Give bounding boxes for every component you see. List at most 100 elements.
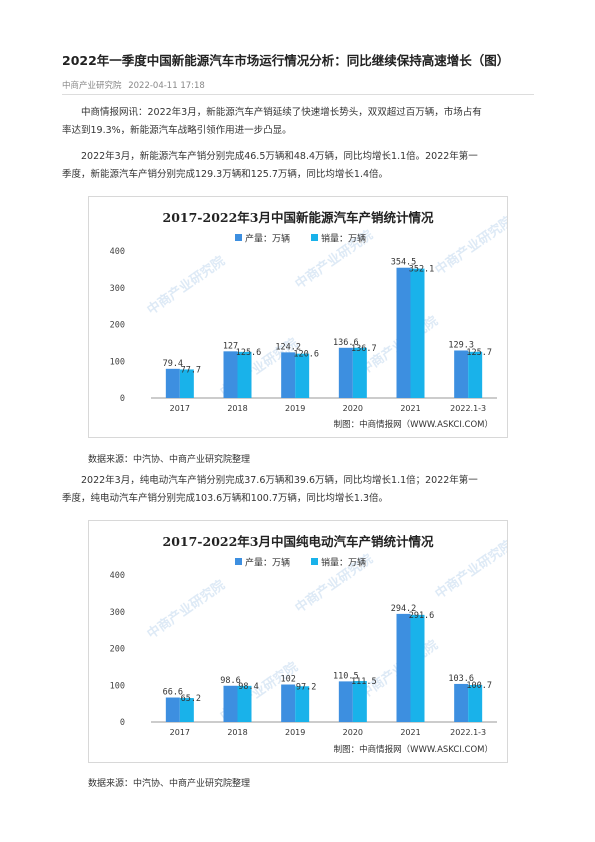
watermark-text: 中商产业研究院 <box>144 577 228 642</box>
bar <box>281 684 296 722</box>
y-tick-label: 100 <box>110 681 125 691</box>
watermark-text: 中商产业研究院 <box>432 537 507 602</box>
data-label: 136.7 <box>351 344 377 354</box>
watermark-text: 中商产业研究院 <box>144 253 228 318</box>
x-tick-label: 2021 <box>400 404 420 413</box>
y-tick-label: 400 <box>110 571 125 581</box>
article-source-name[interactable]: 中商产业研究院 <box>62 81 122 91</box>
x-tick-label: 2019 <box>285 728 305 737</box>
bar <box>165 368 180 398</box>
legend-label: 产量：万辆 <box>245 557 290 569</box>
data-label: 110.5 <box>333 671 359 681</box>
legend-label: 产量：万辆 <box>245 233 290 245</box>
data-label: 79.4 <box>163 359 183 369</box>
paragraph-bev-summary: 2022年3月，纯电动汽车产销分别完成37.6万辆和39.6万辆，同比均增长1.… <box>62 472 534 507</box>
x-tick-label: 2017 <box>170 404 190 413</box>
bar <box>281 352 296 398</box>
paragraph-line: 季度，新能源汽车产销分别完成129.3万辆和125.7万辆，同比均增长1.4倍。 <box>62 168 389 180</box>
paragraph-intro: 中商情报网讯：2022年3月，新能源汽车产销延续了快速增长势头，双双超过百万辆，… <box>62 104 534 139</box>
y-tick-label: 300 <box>110 284 125 294</box>
paragraph-line: 2022年3月，纯电动汽车产销分别完成37.6万辆和39.6万辆，同比均增长1.… <box>81 475 478 486</box>
article-date: 2022-04-11 17:18 <box>128 81 205 91</box>
y-tick-label: 400 <box>110 247 125 257</box>
data-label: 136.6 <box>333 338 359 348</box>
data-label: 100.7 <box>466 681 492 691</box>
y-tick-label: 0 <box>120 718 125 728</box>
data-label: 352.1 <box>409 265 435 275</box>
data-label: 66.6 <box>163 688 183 698</box>
data-label: 127 <box>223 341 238 351</box>
chart-nev-production-sales: 中商产业研究院中商产业研究院中商产业研究院中商产业研究院中商产业研究院2017-… <box>88 196 508 438</box>
paragraph-line: 中商情报网讯：2022年3月，新能源汽车产销延续了快速增长势头，双双超过百万辆，… <box>81 107 482 118</box>
y-tick-label: 100 <box>110 357 125 367</box>
paragraph-line: 季度，纯电动汽车产销分别完成103.6万辆和100.7万辆，同比均增长1.3倍。 <box>62 492 389 504</box>
bar <box>223 351 238 398</box>
legend-swatch <box>311 558 318 565</box>
legend-swatch <box>235 234 242 241</box>
legend-swatch <box>311 234 318 241</box>
chart-title: 2017-2022年3月中国新能源汽车产销统计情况 <box>163 210 434 225</box>
data-label: 124.2 <box>275 342 301 352</box>
x-tick-label: 2022.1-3 <box>450 728 486 737</box>
data-label: 97.2 <box>296 682 316 692</box>
title-divider <box>62 94 534 95</box>
legend-label: 销量：万辆 <box>321 557 366 569</box>
data-label: 102 <box>280 675 295 685</box>
data-label: 294.2 <box>391 604 417 614</box>
bar <box>410 268 425 398</box>
data-label: 103.6 <box>448 674 474 684</box>
data-label: 98.6 <box>220 676 240 686</box>
y-tick-label: 0 <box>120 394 125 404</box>
y-tick-label: 300 <box>110 608 125 618</box>
chart-svg: 中商产业研究院中商产业研究院中商产业研究院中商产业研究院中商产业研究院2017-… <box>110 534 507 755</box>
chart-title: 2017-2022年3月中国纯电动汽车产销统计情况 <box>163 534 434 549</box>
legend-label: 销量：万辆 <box>321 233 366 245</box>
article-meta: 中商产业研究院 2022-04-11 17:18 <box>62 79 205 91</box>
bar <box>468 684 483 722</box>
bar <box>338 347 353 398</box>
x-tick-label: 2021 <box>400 728 420 737</box>
data-label: 65.2 <box>181 694 201 704</box>
bar <box>468 351 483 398</box>
chart-legend: 产量：万辆 销量：万辆 <box>235 557 366 569</box>
bar <box>454 683 469 722</box>
bar <box>352 347 367 398</box>
bar <box>396 613 411 722</box>
data-source-note: 数据来源：中汽协、中商产业研究院整理 <box>88 779 251 789</box>
data-label: 354.5 <box>391 258 417 268</box>
chart-svg: 中商产业研究院中商产业研究院中商产业研究院中商产业研究院中商产业研究院2017-… <box>110 210 507 430</box>
bar <box>454 350 469 398</box>
x-tick-label: 2019 <box>285 404 305 413</box>
bar <box>237 685 252 722</box>
bar <box>338 681 353 722</box>
data-label: 98.4 <box>238 682 258 692</box>
chart-credit: 制图：中商情报网（WWW.ASKCI.COM） <box>334 744 493 755</box>
x-tick-label: 2020 <box>343 404 363 413</box>
chart-credit: 制图：中商情报网（WWW.ASKCI.COM） <box>334 419 493 430</box>
bar <box>295 686 310 722</box>
chart-legend: 产量：万辆 销量：万辆 <box>235 233 366 245</box>
paragraph-line: 率达到19.3%，新能源汽车战略引领作用进一步凸显。 <box>62 124 292 136</box>
data-label: 111.5 <box>351 677 377 687</box>
data-label: 77.7 <box>181 365 201 375</box>
bar <box>237 351 252 398</box>
article-title: 2022年一季度中国新能源汽车市场运行情况分析：同比继续保持高速增长（图） <box>62 53 510 68</box>
data-label: 125.7 <box>466 348 492 358</box>
paragraph-nev-summary: 2022年3月，新能源汽车产销分别完成46.5万辆和48.4万辆，同比均增长1.… <box>62 148 534 183</box>
data-source-note: 数据来源：中汽协、中商产业研究院整理 <box>88 455 251 465</box>
bar <box>410 614 425 722</box>
legend-swatch <box>235 558 242 565</box>
x-tick-label: 2018 <box>227 728 247 737</box>
data-label: 120.6 <box>293 350 319 360</box>
paragraph-line: 2022年3月，新能源汽车产销分别完成46.5万辆和48.4万辆，同比均增长1.… <box>81 151 478 162</box>
x-tick-label: 2018 <box>227 404 247 413</box>
data-label: 291.6 <box>409 611 435 621</box>
watermark-text: 中商产业研究院 <box>432 213 507 278</box>
bar <box>179 369 194 398</box>
bar <box>295 353 310 398</box>
bar <box>165 697 180 722</box>
x-tick-label: 2017 <box>170 728 190 737</box>
data-label: 129.3 <box>448 340 474 350</box>
bar <box>352 681 367 722</box>
chart-bev-production-sales: 中商产业研究院中商产业研究院中商产业研究院中商产业研究院中商产业研究院2017-… <box>88 520 508 763</box>
